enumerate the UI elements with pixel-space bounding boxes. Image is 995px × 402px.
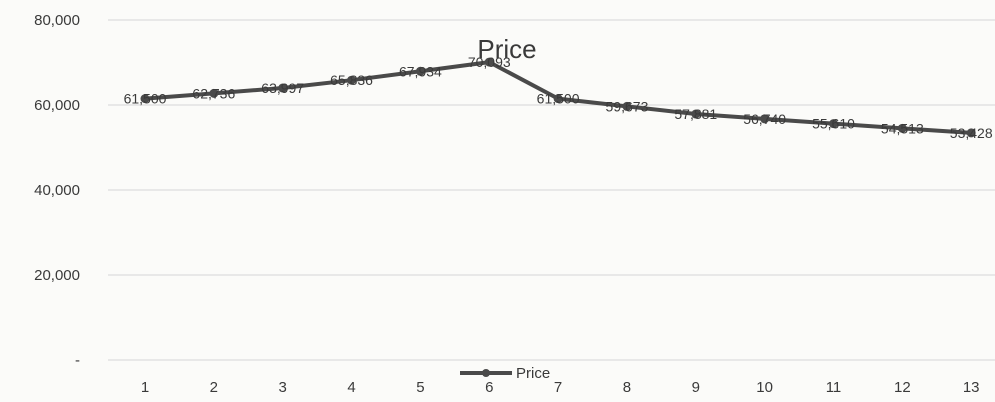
data-point <box>897 123 907 133</box>
y-tick-label: 60,000 <box>34 97 80 114</box>
data-label: 57,881 <box>674 106 717 122</box>
data-point <box>829 119 838 129</box>
x-tick-label: 5 <box>416 379 424 396</box>
data-point <box>691 109 701 119</box>
x-tick-label: 13 <box>963 379 980 396</box>
legend-point-marker <box>482 369 490 377</box>
data-point <box>966 128 976 138</box>
data-labels: 61,500 62,736 63,997 65,836 67,934 70,093 61,5… <box>124 54 993 141</box>
y-tick-label: 40,000 <box>34 182 80 199</box>
data-point <box>347 75 357 85</box>
data-label: 53,428 <box>950 125 993 141</box>
data-point <box>553 94 563 104</box>
x-tick-label: 8 <box>623 379 631 396</box>
series-price <box>140 57 976 138</box>
data-label: 61,500 <box>537 91 580 107</box>
data-point <box>415 66 425 76</box>
data-point <box>209 88 219 98</box>
y-tick-label: 80,000 <box>34 12 80 29</box>
data-point <box>760 114 770 124</box>
x-tick-label: 9 <box>692 379 700 396</box>
x-tick-label: 7 <box>554 379 562 396</box>
x-axis: 1 2 3 4 5 6 7 8 9 10 11 12 13 <box>141 379 980 396</box>
y-tick-label: - <box>75 352 80 369</box>
x-tick-label: 10 <box>756 379 773 396</box>
legend-label: Price <box>516 365 550 382</box>
x-tick-label: 6 <box>485 379 493 396</box>
data-label: 54,513 <box>881 120 924 136</box>
x-tick-label: 4 <box>347 379 355 396</box>
gridlines <box>108 19 995 361</box>
legend: Price <box>460 365 550 382</box>
data-point <box>140 94 150 104</box>
data-label: 65,836 <box>330 72 373 88</box>
data-label: 59,673 <box>606 98 649 114</box>
x-tick-label: 11 <box>826 379 842 396</box>
data-label: 62,736 <box>192 85 235 101</box>
data-point <box>622 101 632 111</box>
x-tick-label: 12 <box>894 379 911 396</box>
x-tick-label: 3 <box>279 379 287 396</box>
data-label: 56,740 <box>743 111 786 127</box>
data-label: 63,997 <box>261 80 304 96</box>
data-label: 70,093 <box>468 54 511 70</box>
data-label: 61,500 <box>124 91 167 107</box>
data-label: 55,610 <box>812 116 855 132</box>
y-axis: - 20,000 40,000 60,000 80,000 <box>34 12 80 369</box>
x-tick-label: 1 <box>141 379 149 396</box>
data-label: 67,934 <box>399 63 442 79</box>
data-point <box>484 57 494 67</box>
y-tick-label: 20,000 <box>34 267 80 284</box>
data-point <box>278 83 288 93</box>
x-tick-label: 2 <box>210 379 218 396</box>
